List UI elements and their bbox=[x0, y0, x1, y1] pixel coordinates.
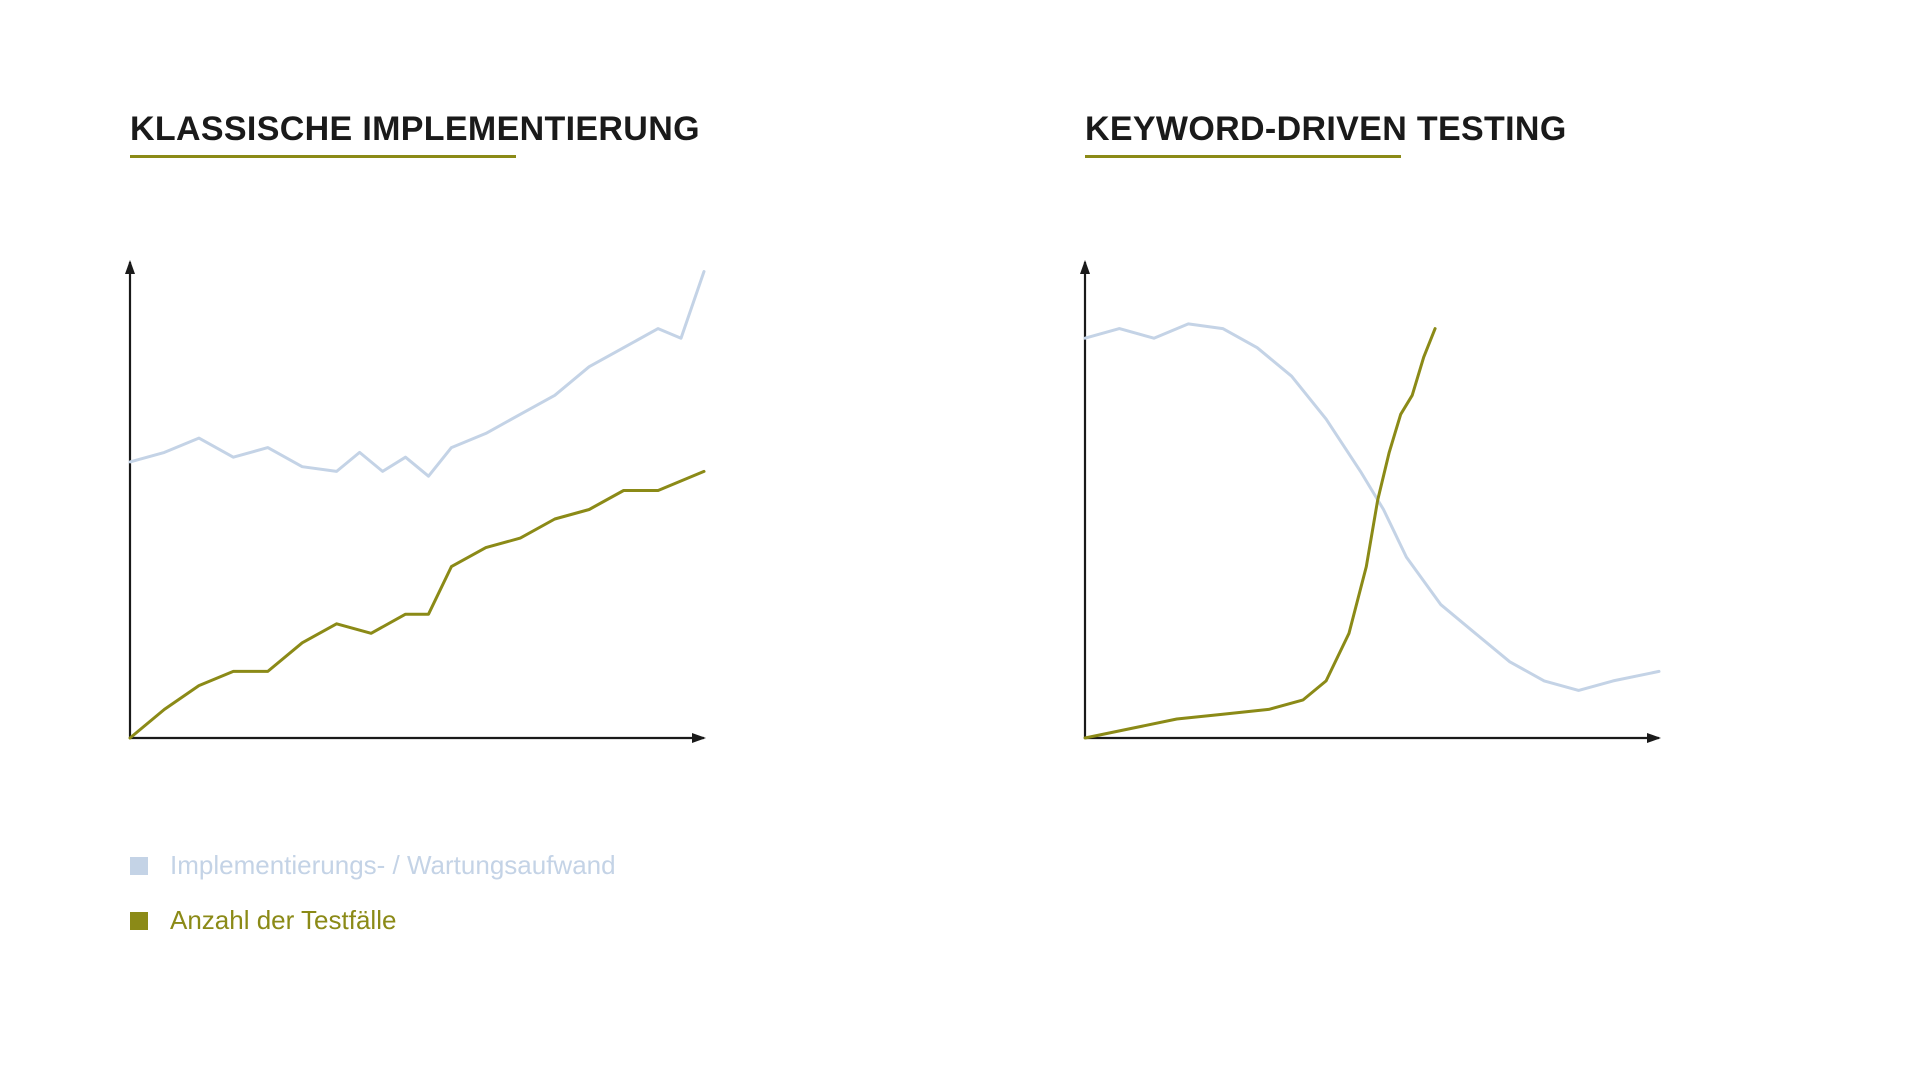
left-panel-title: KLASSISCHE IMPLEMENTIERUNG bbox=[130, 110, 770, 149]
page-root: KLASSISCHE IMPLEMENTIERUNG KEYWORD-DRIVE… bbox=[0, 0, 1920, 1080]
right-chart bbox=[1075, 252, 1675, 752]
left-chart-svg bbox=[120, 252, 720, 752]
right-chart-svg bbox=[1075, 252, 1675, 752]
right-panel: KEYWORD-DRIVEN TESTING bbox=[1085, 110, 1725, 158]
legend-item-tests: Anzahl der Testfälle bbox=[130, 905, 616, 936]
legend-label-tests: Anzahl der Testfälle bbox=[170, 905, 396, 936]
left-title-underline bbox=[130, 155, 516, 158]
left-panel: KLASSISCHE IMPLEMENTIERUNG bbox=[130, 110, 770, 158]
right-panel-title: KEYWORD-DRIVEN TESTING bbox=[1085, 110, 1725, 149]
legend-swatch-effort bbox=[130, 857, 148, 875]
legend-label-effort: Implementierungs- / Wartungsaufwand bbox=[170, 850, 616, 881]
right-title-underline bbox=[1085, 155, 1401, 158]
legend: Implementierungs- / Wartungsaufwand Anza… bbox=[130, 850, 616, 960]
left-chart bbox=[120, 252, 720, 752]
legend-item-effort: Implementierungs- / Wartungsaufwand bbox=[130, 850, 616, 881]
legend-swatch-tests bbox=[130, 912, 148, 930]
